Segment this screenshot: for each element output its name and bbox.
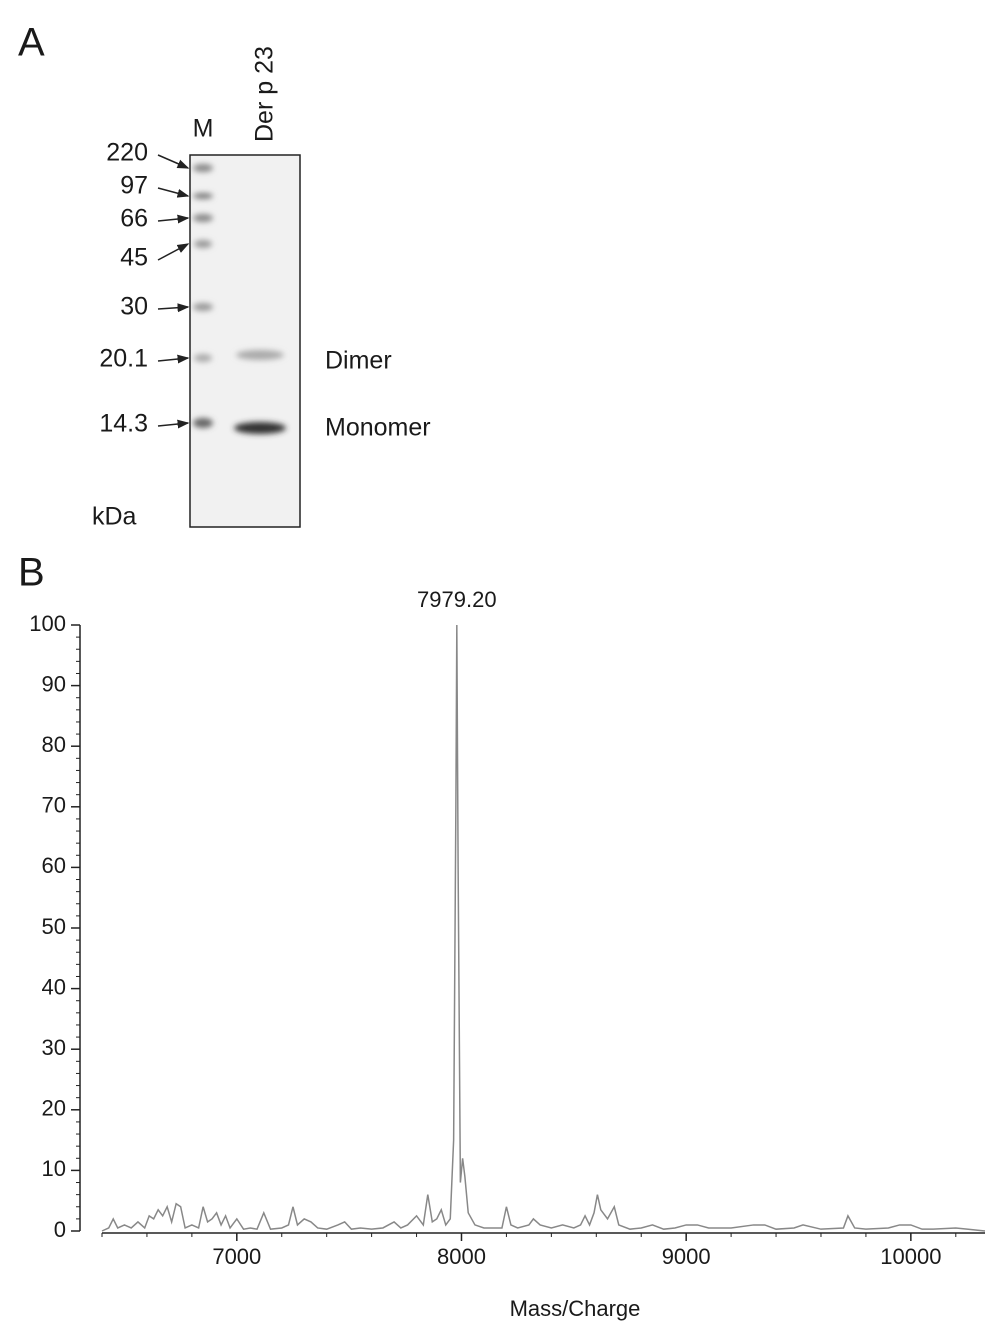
marker-arrow	[158, 358, 188, 361]
marker-arrow	[158, 307, 188, 309]
marker-label: 97	[120, 172, 148, 200]
gel	[190, 155, 300, 527]
panel-label: B	[18, 551, 45, 595]
marker-arrow	[158, 244, 188, 260]
figure: A M Der p 23 220 97 66 45 30 20.1 14.3 kDa Dim…	[0, 0, 987, 1327]
y-tick-label: 20	[42, 1096, 66, 1121]
band-label: Dimer	[325, 347, 392, 375]
marker-label: 66	[120, 205, 148, 233]
x-axis-label: Mass/Charge	[510, 1296, 641, 1321]
x-tick-label: 8000	[437, 1244, 486, 1269]
marker-arrow	[158, 423, 188, 426]
lane-label: M	[193, 115, 214, 143]
y-tick-label: 50	[42, 914, 66, 939]
spectrum-line	[102, 625, 985, 1231]
y-tick-label: 10	[42, 1156, 66, 1181]
y-tick-label: 60	[42, 853, 66, 878]
y-tick-label: 70	[42, 793, 66, 818]
x-tick-label: 10000	[880, 1244, 941, 1269]
marker-label: 220	[106, 139, 148, 167]
marker-label: 14.3	[99, 410, 148, 438]
marker-arrow	[158, 155, 188, 168]
panel-label: A	[18, 21, 45, 65]
marker-arrow	[158, 188, 188, 196]
marker-label: 20.1	[99, 345, 148, 373]
y-tick-label: 80	[42, 732, 66, 757]
band-label: Monomer	[325, 414, 431, 442]
y-tick-label: 40	[42, 974, 66, 999]
marker-label: 30	[120, 293, 148, 321]
unit-label: kDa	[92, 503, 137, 531]
y-tick-label: 0	[54, 1217, 66, 1242]
x-tick-label: 7000	[212, 1244, 261, 1269]
marker-arrow	[158, 218, 188, 221]
y-tick-label: 100	[29, 611, 66, 636]
marker-label: 45	[120, 244, 148, 272]
y-tick-label: 90	[42, 671, 66, 696]
y-tick-label: 30	[42, 1035, 66, 1060]
peak-annotation: 7979.20	[417, 587, 497, 612]
x-tick-label: 9000	[662, 1244, 711, 1269]
lane-label: Der p 23	[251, 46, 279, 142]
